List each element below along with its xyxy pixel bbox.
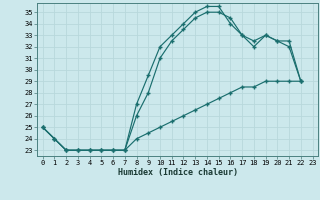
X-axis label: Humidex (Indice chaleur): Humidex (Indice chaleur) (118, 168, 237, 177)
